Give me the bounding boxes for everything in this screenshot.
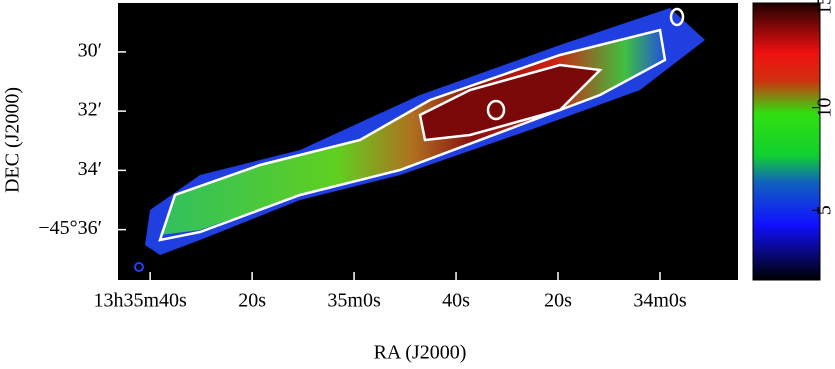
x-tick-label: 35m0s xyxy=(327,290,381,312)
x-tick-label: 20s xyxy=(238,290,266,312)
x-tick-label: 34m0s xyxy=(633,290,687,312)
x-tick-label: 13h35m40s xyxy=(93,290,187,312)
y-tick-label: 32′ xyxy=(78,99,102,121)
colorbar-tick-label: 10 xyxy=(814,98,835,118)
y-tick-label: −45°36′ xyxy=(38,217,102,239)
galaxy xyxy=(134,7,705,272)
x-axis-label: RA (J2000) xyxy=(374,342,467,364)
colorbar-tick-label: 5 xyxy=(814,205,835,215)
colorbar-tick-label: 15 xyxy=(814,0,835,15)
colorbar xyxy=(752,2,821,281)
y-tick-label: 34′ xyxy=(78,158,102,180)
x-tick-label: 20s xyxy=(544,290,572,312)
y-axis-label: DEC (J2000) xyxy=(2,87,24,193)
x-tick-label: 40s xyxy=(442,290,470,312)
y-tick-label: 30′ xyxy=(78,39,102,61)
